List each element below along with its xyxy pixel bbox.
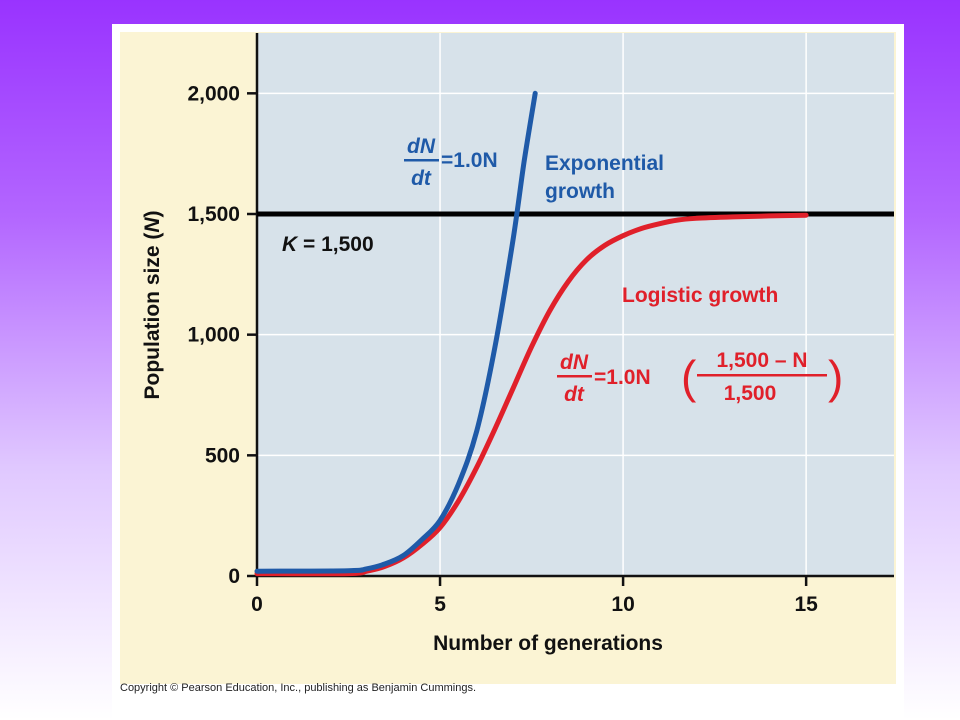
carrying-capacity-value: = 1,500	[297, 233, 373, 256]
log-eq-fraction-bar	[557, 375, 592, 378]
x-tick-label: 0	[251, 593, 263, 616]
exponential-growth-line	[254, 90, 538, 574]
y-tick-label: 500	[205, 444, 240, 467]
exponential-label-line2: growth	[545, 180, 615, 203]
exponential-label-line1: Exponential	[545, 152, 664, 175]
carrying-capacity-var: K	[282, 233, 299, 256]
exp-eq-fraction-bar	[404, 159, 439, 162]
tick-labels: 0 5 10 15 0 500 1,000 1,500 2,000	[187, 82, 818, 616]
logistic-label: Logistic growth	[622, 284, 778, 307]
y-tick-label: 1,000	[187, 324, 240, 347]
logistic-equation: dN dt =1.0N ( 1,500 – N 1,500 )	[557, 349, 843, 406]
log-eq-right-paren: )	[828, 351, 843, 403]
y-axis-label-var: N	[141, 217, 164, 233]
x-tick-label: 15	[794, 593, 818, 616]
x-axis-label: Number of generations	[433, 632, 663, 655]
log-eq-left-paren: (	[681, 351, 697, 403]
log-eq-denominator: dt	[564, 383, 585, 406]
exponential-equation: dN dt =1.0N	[404, 135, 498, 190]
exp-eq-rhs: =1.0N	[441, 149, 498, 172]
log-eq-inner-fraction-bar	[697, 374, 827, 377]
log-eq-numerator: dN	[560, 351, 589, 374]
x-tick-label: 10	[611, 593, 634, 616]
carrying-capacity-label: K = 1,500	[282, 233, 374, 256]
log-eq-rhs: =1.0N	[594, 366, 651, 389]
log-eq-inner-denominator: 1,500	[724, 382, 777, 405]
y-axis-label-main: Population size (	[141, 233, 164, 400]
exp-eq-numerator: dN	[407, 135, 436, 158]
series	[254, 90, 894, 577]
axes	[247, 33, 894, 586]
plot-area	[257, 33, 894, 576]
copyright-text: Copyright © Pearson Education, Inc., pub…	[120, 682, 477, 694]
y-tick-label: 2,000	[187, 82, 240, 105]
y-tick-label: 0	[228, 565, 240, 588]
y-axis-label: Population size (N)	[141, 210, 164, 399]
y-tick-label: 1,500	[187, 203, 240, 226]
exp-eq-denominator: dt	[411, 167, 432, 190]
x-tick-label: 5	[434, 593, 446, 616]
log-eq-inner-numerator: 1,500 – N	[716, 349, 807, 372]
y-axis-label-end: )	[141, 210, 164, 217]
